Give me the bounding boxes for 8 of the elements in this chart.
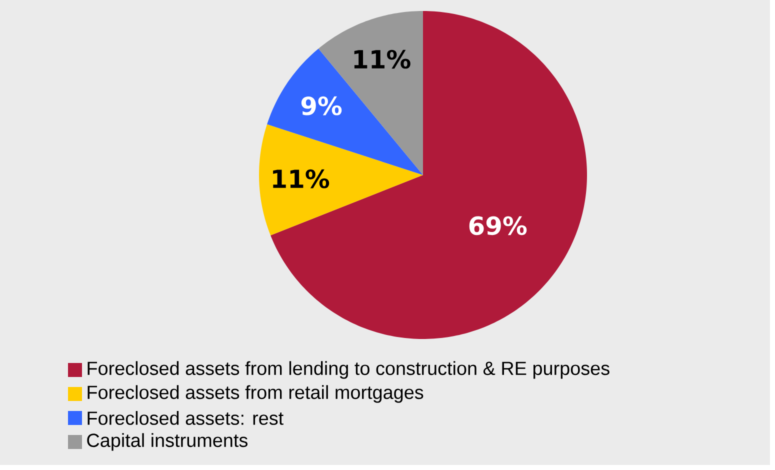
data-label: 9%	[301, 96, 342, 116]
data-label: 69%	[469, 216, 527, 236]
legend-label: Capital instruments	[87, 433, 248, 451]
legend-label: Foreclosed assets from retail mortgages	[88, 385, 424, 403]
data-label: 11%	[273, 169, 330, 188]
legend-label: Foreclosed assets from lending to construction & RE purposes	[88, 361, 610, 379]
legend-label: Foreclosed assets: rest	[88, 411, 284, 425]
data-label: 11%	[354, 50, 410, 69]
